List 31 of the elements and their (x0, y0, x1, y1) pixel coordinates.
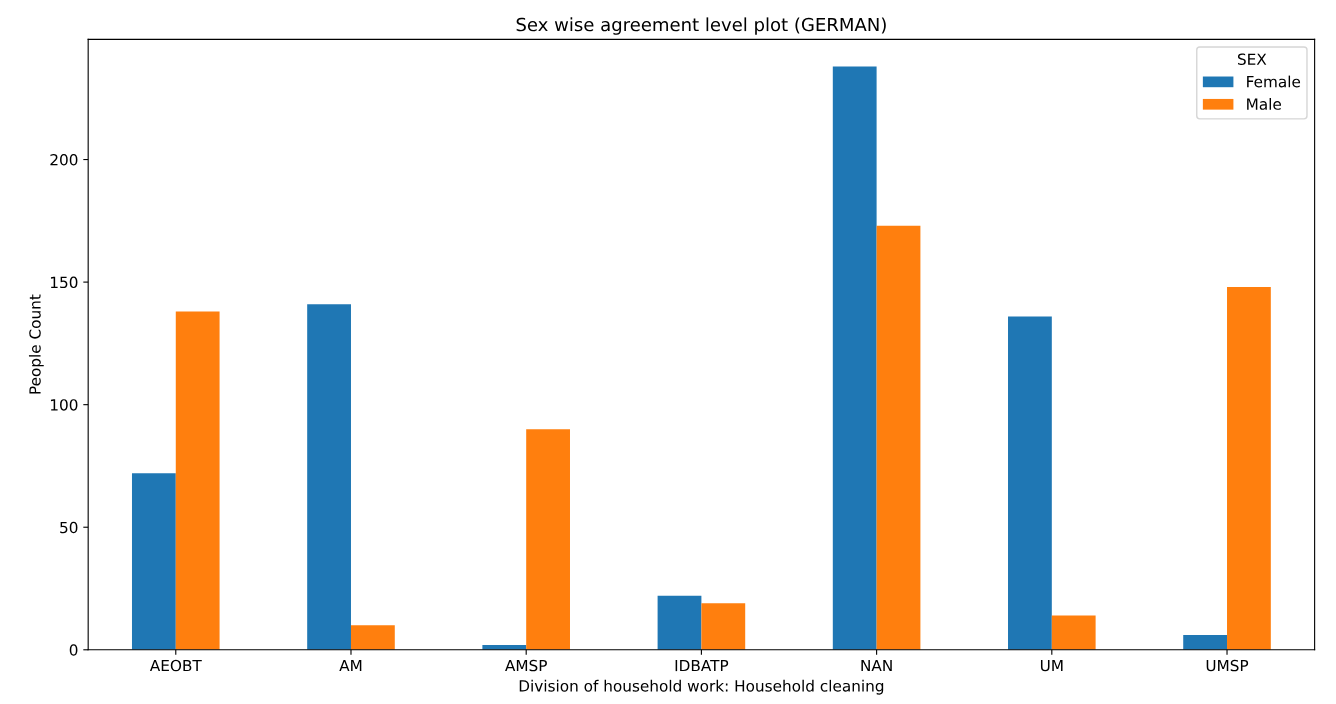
y-tick-label: 150 (50, 276, 78, 289)
x-tick-label: NAN (861, 659, 892, 672)
bar (876, 225, 921, 650)
x-tick-label: AMSP (505, 659, 547, 672)
y-tick-label: 100 (50, 399, 78, 411)
x-tick-label: AEOBT (149, 659, 202, 672)
legend-label: Female (1247, 75, 1301, 88)
bar (1051, 615, 1096, 650)
y-tick-label: 50 (60, 521, 78, 534)
legend-label: Male (1247, 98, 1282, 110)
bar (657, 595, 702, 650)
bar (307, 304, 351, 650)
x-tick-label: UMSP (1206, 659, 1249, 672)
bar (175, 311, 220, 650)
bar (1227, 287, 1271, 650)
y-tick-label: 0 (69, 644, 78, 656)
x-axis-title: Division of household work: Household cleaning (519, 679, 884, 695)
y-tick-label: 200 (50, 154, 78, 166)
bar (526, 429, 570, 650)
x-tick-label: IDBATP (675, 659, 729, 672)
bar (832, 66, 877, 650)
x-tick-label: AM (339, 659, 362, 672)
x-tick-label: UM (1040, 659, 1063, 672)
bar (1183, 635, 1228, 650)
bar (350, 625, 395, 650)
bar (701, 603, 746, 650)
y-axis-title: People Count (28, 294, 44, 394)
legend-title: SEX (1237, 53, 1267, 65)
bar (131, 473, 176, 650)
chart-title: Sex wise agreement level plot (GERMAN) (516, 17, 886, 35)
bar (1008, 316, 1052, 650)
